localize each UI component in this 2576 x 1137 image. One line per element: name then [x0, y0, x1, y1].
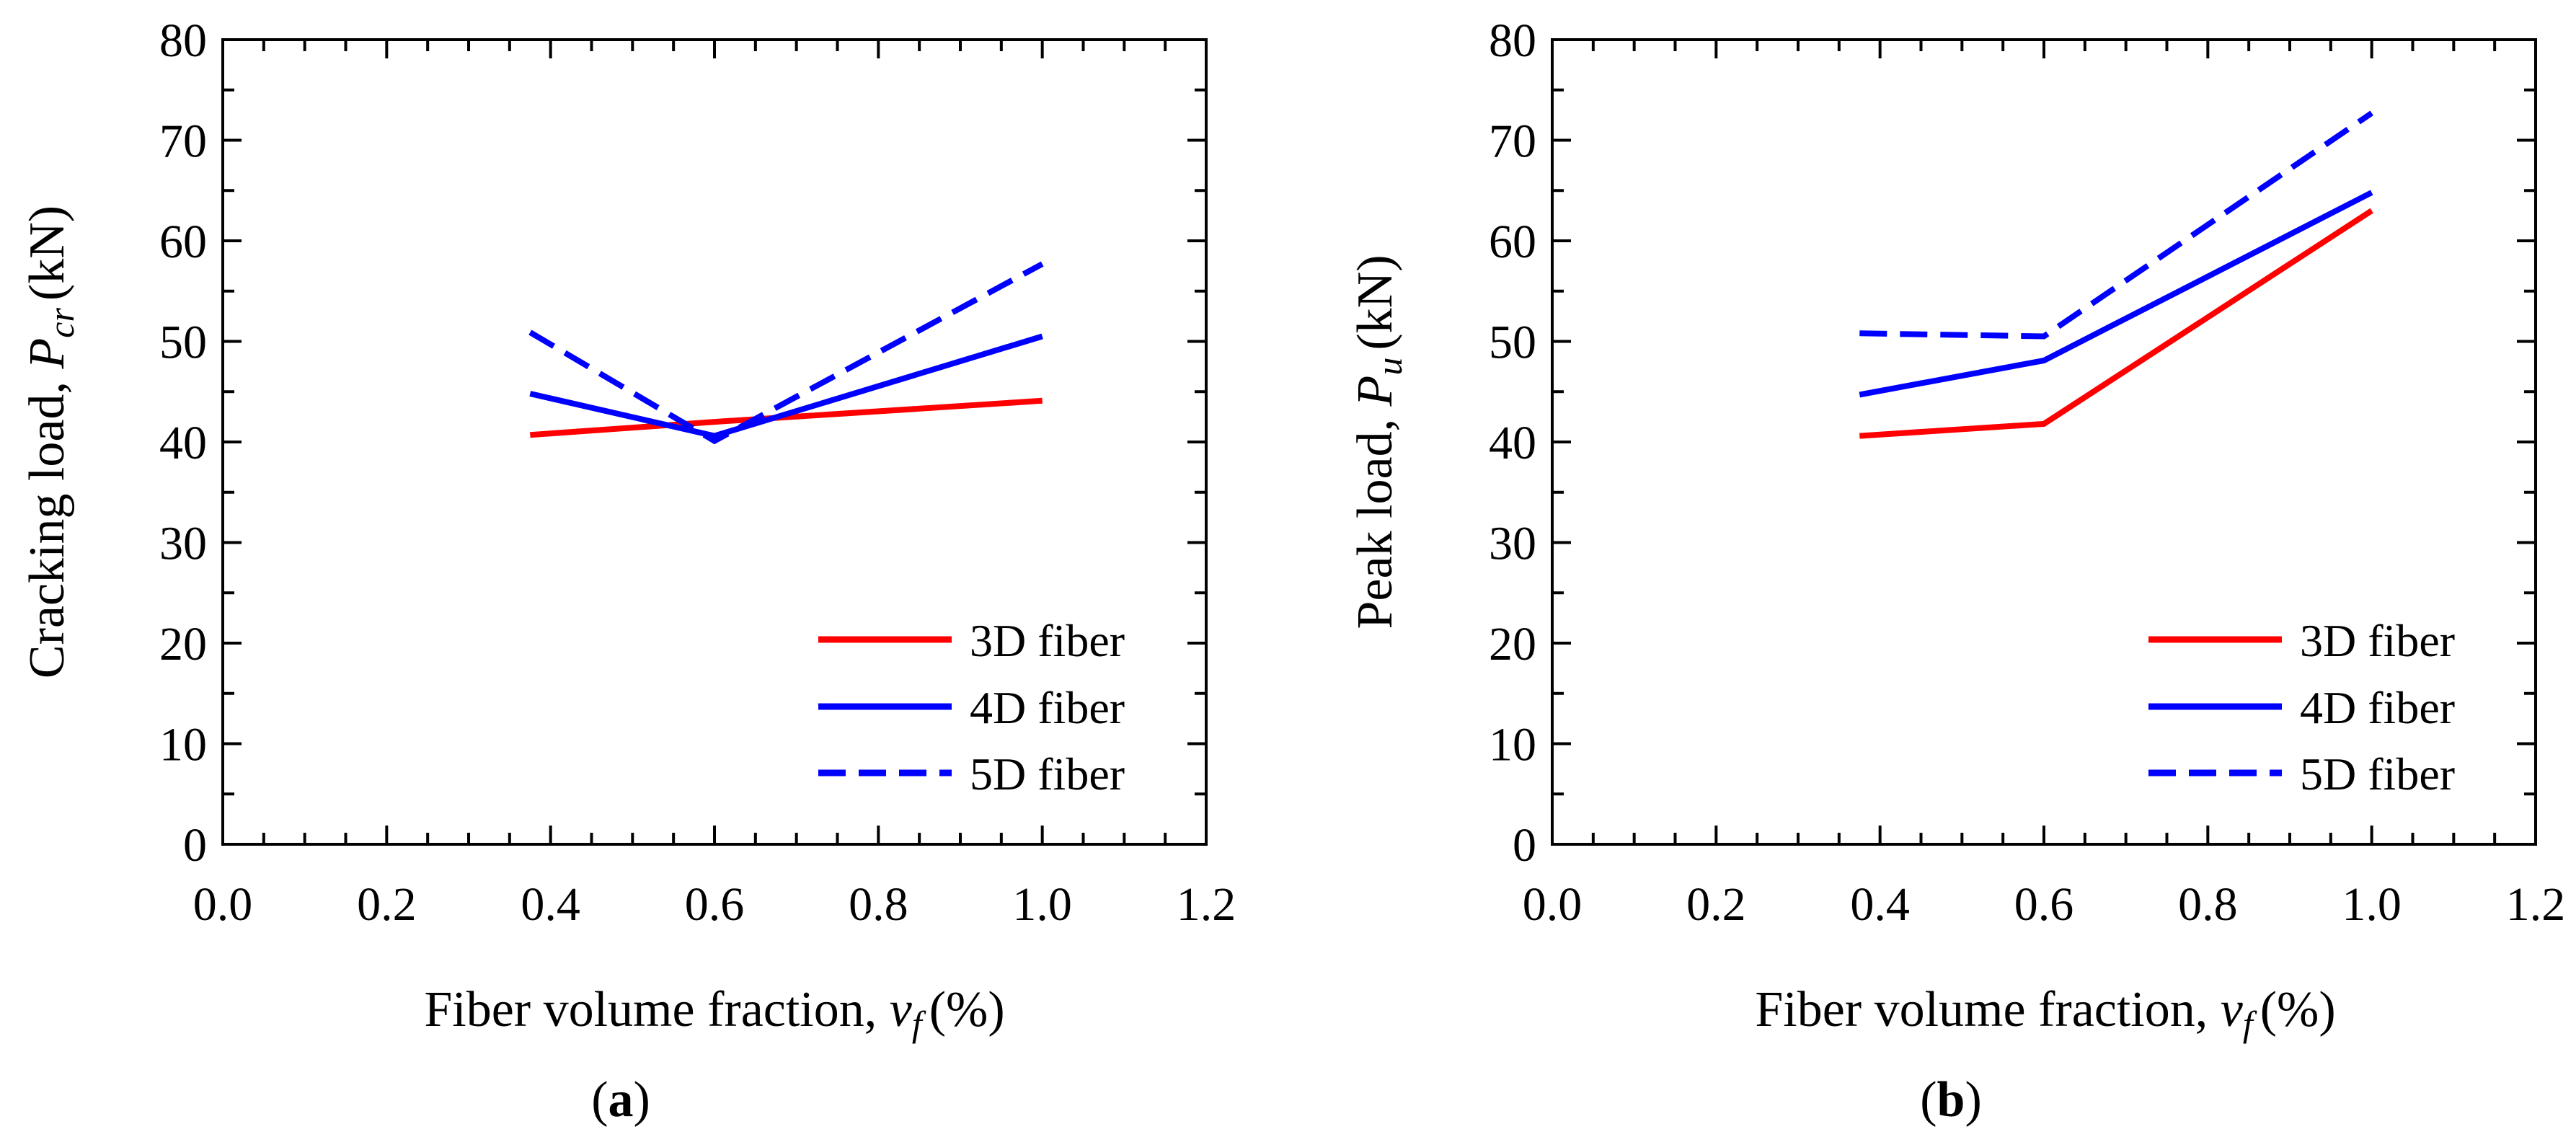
panel-b-ylabel-subscript: u	[1369, 358, 1409, 376]
panel-b-x-tick-label: 1.0	[2342, 878, 2402, 931]
panel-a-series	[528, 261, 1044, 445]
panel-a-xlabel-suffix: (%)	[929, 982, 1005, 1038]
panel-a-series-4d-fiber	[529, 333, 1043, 439]
panel-b-caption: (b)	[1920, 1072, 1982, 1128]
panel-a-y-tick-label: 50	[159, 317, 207, 369]
panel-b-legend: 3D fiber 4D fiber 5D fiber	[2148, 615, 2455, 800]
panel-b-legend-label-3d: 3D fiber	[2300, 615, 2455, 666]
panel-b-ylabel-suffix: (kN)	[1347, 255, 1403, 350]
panel-b-legend-label-5d: 5D fiber	[2300, 748, 2455, 800]
panel-a-plot-frame	[221, 38, 1208, 846]
panel-b-y-axis-label: Peak load, Pu (kN)	[1347, 255, 1409, 629]
panel-b-x-tick-label: 0.2	[1686, 878, 1746, 931]
panel-b-x-tick-label: 1.2	[2506, 878, 2566, 931]
panel-b-x-tick-label: 0.0	[1523, 878, 1583, 931]
panel-b-xlabel-symbol: v	[2221, 982, 2244, 1038]
panel-a-ylabel-suffix: (kN)	[19, 205, 75, 301]
panel-b-ylabel-prefix: Peak load,	[1347, 406, 1403, 629]
panel-b-y-tick-label: 20	[1489, 618, 1536, 671]
panel-a-y-tick-label: 40	[159, 417, 207, 469]
panel-b-legend-label-4d: 4D fiber	[2300, 682, 2455, 733]
panel-a-y-tick-label: 20	[159, 618, 207, 671]
panel-a-x-tick-label: 1.0	[1012, 878, 1072, 931]
panel-a-xlabel-prefix: Fiber volume fraction,	[424, 982, 889, 1038]
panel-a-x-tick-label: 0.0	[193, 878, 253, 931]
panel-b-x-tick-label: 0.8	[2178, 878, 2238, 931]
panel-a-x-axis-label: Fiber volume fraction, vf (%)	[424, 982, 1004, 1044]
panel-a-caption: (a)	[591, 1072, 650, 1128]
panel-a-series-3d-fiber	[530, 397, 1043, 438]
panel-a: 0.0 0.2 0.4 0.6 0.8 1.0 1.2 0 10 20 30 40 50 60 70 80 C…	[19, 14, 1236, 1128]
panel-b-series-4d-fiber	[1859, 190, 2373, 398]
panel-b-y-tick-label: 50	[1489, 317, 1536, 369]
panel-b-xlabel-suffix: (%)	[2260, 982, 2336, 1038]
panel-a-legend-label-3d: 3D fiber	[970, 615, 1125, 666]
panel-b-y-tick-label: 70	[1489, 115, 1536, 168]
panel-b-series-5d-fiber	[1859, 110, 2373, 340]
panel-a-x-tick-label: 0.4	[521, 878, 580, 931]
panel-b-series-3d-fiber	[1859, 208, 2373, 439]
panel-a-y-tick-label: 80	[159, 14, 207, 67]
panel-a-caption-letter: a	[608, 1072, 634, 1128]
panel-a-ylabel-subscript: cr	[41, 308, 81, 338]
panel-b-x-axis-label: Fiber volume fraction, vf (%)	[1755, 982, 2335, 1044]
panel-a-tick-labels: 0.0 0.2 0.4 0.6 0.8 1.0 1.2 0 10 20 30 40 50 60 70 80	[159, 14, 1236, 931]
panel-a-y-tick-label: 30	[159, 518, 207, 570]
panel-b-plot-frame	[1551, 38, 2537, 846]
panel-b-caption-letter: b	[1937, 1072, 1965, 1128]
panel-a-legend: 3D fiber 4D fiber 5D fiber	[818, 615, 1125, 800]
panel-a-x-tick-label: 0.6	[685, 878, 745, 931]
panel-b-y-tick-label: 40	[1489, 417, 1536, 469]
panel-a-y-tick-label: 60	[159, 216, 207, 268]
panel-b-x-tick-label: 0.4	[1850, 878, 1910, 931]
panel-a-x-tick-label: 0.2	[357, 878, 417, 931]
panel-b-ylabel-symbol: P	[1347, 376, 1403, 407]
panel-a-xlabel-symbol: v	[890, 982, 913, 1038]
panel-b-xlabel-subscript: f	[2243, 1004, 2257, 1044]
panel-b-series	[1859, 110, 2373, 439]
panel-a-x-tick-label: 0.8	[849, 878, 908, 931]
panel-a-legend-label-5d: 5D fiber	[970, 748, 1125, 800]
panel-a-y-tick-label: 10	[159, 719, 207, 771]
panel-b-y-tick-label: 60	[1489, 216, 1536, 268]
panel-b: 0.0 0.2 0.4 0.6 0.8 1.0 1.2 0 10 20 30 40 50 60 70 80 P…	[1347, 14, 2565, 1128]
panel-a-y-tick-label: 70	[159, 115, 207, 168]
panel-a-y-tick-label: 0	[183, 819, 207, 872]
panel-b-x-tick-label: 0.6	[2014, 878, 2074, 931]
panel-b-y-tick-label: 10	[1489, 719, 1536, 771]
panel-a-xlabel-subscript: f	[912, 1004, 926, 1044]
panel-a-x-tick-label: 1.2	[1177, 878, 1236, 931]
panel-a-ylabel-prefix: Cracking load,	[19, 369, 75, 679]
panel-a-series-5d-fiber	[528, 261, 1044, 445]
panel-b-y-tick-label: 30	[1489, 518, 1536, 570]
panel-b-xlabel-prefix: Fiber volume fraction,	[1755, 982, 2220, 1038]
panel-b-y-tick-label: 80	[1489, 14, 1536, 67]
panel-b-y-tick-label: 0	[1513, 819, 1536, 872]
panel-a-ylabel-symbol: P	[19, 338, 75, 370]
panel-a-y-axis-label: Cracking load, Pcr (kN)	[19, 205, 81, 678]
panel-a-legend-label-4d: 4D fiber	[970, 682, 1125, 733]
panel-b-tick-labels: 0.0 0.2 0.4 0.6 0.8 1.0 1.2 0 10 20 30 40 50 60 70 80	[1489, 14, 2565, 931]
